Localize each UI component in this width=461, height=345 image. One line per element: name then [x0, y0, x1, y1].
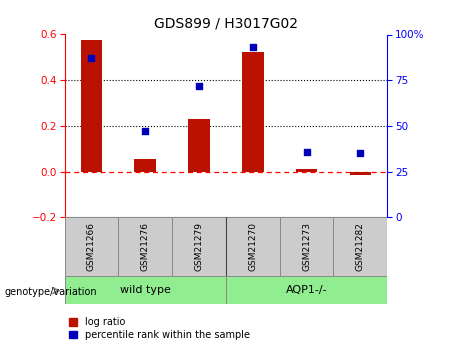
Point — [195, 83, 203, 88]
Bar — [81, 40, 102, 171]
Point — [249, 45, 256, 50]
Point — [88, 56, 95, 61]
Bar — [280, 217, 333, 276]
Text: GSM21282: GSM21282 — [356, 222, 365, 271]
Bar — [333, 217, 387, 276]
Text: genotype/variation: genotype/variation — [5, 287, 97, 296]
Bar — [296, 169, 317, 171]
Point — [303, 149, 310, 154]
Title: GDS899 / H3017G02: GDS899 / H3017G02 — [154, 17, 298, 31]
Bar — [118, 217, 172, 276]
Text: wild type: wild type — [120, 285, 171, 295]
Bar — [135, 159, 156, 171]
Text: GSM21266: GSM21266 — [87, 222, 96, 271]
Text: AQP1-/-: AQP1-/- — [286, 285, 327, 295]
Bar — [349, 171, 371, 175]
Bar — [65, 276, 226, 304]
Text: GSM21279: GSM21279 — [195, 222, 203, 271]
Bar — [172, 217, 226, 276]
Bar — [65, 217, 118, 276]
Legend: log ratio, percentile rank within the sample: log ratio, percentile rank within the sa… — [70, 317, 250, 340]
Bar — [226, 217, 280, 276]
Bar — [226, 276, 387, 304]
Text: GSM21276: GSM21276 — [141, 222, 150, 271]
Point — [357, 150, 364, 156]
Point — [142, 129, 149, 134]
Bar — [242, 52, 264, 171]
Bar — [188, 119, 210, 171]
Text: GSM21270: GSM21270 — [248, 222, 257, 271]
Text: GSM21273: GSM21273 — [302, 222, 311, 271]
